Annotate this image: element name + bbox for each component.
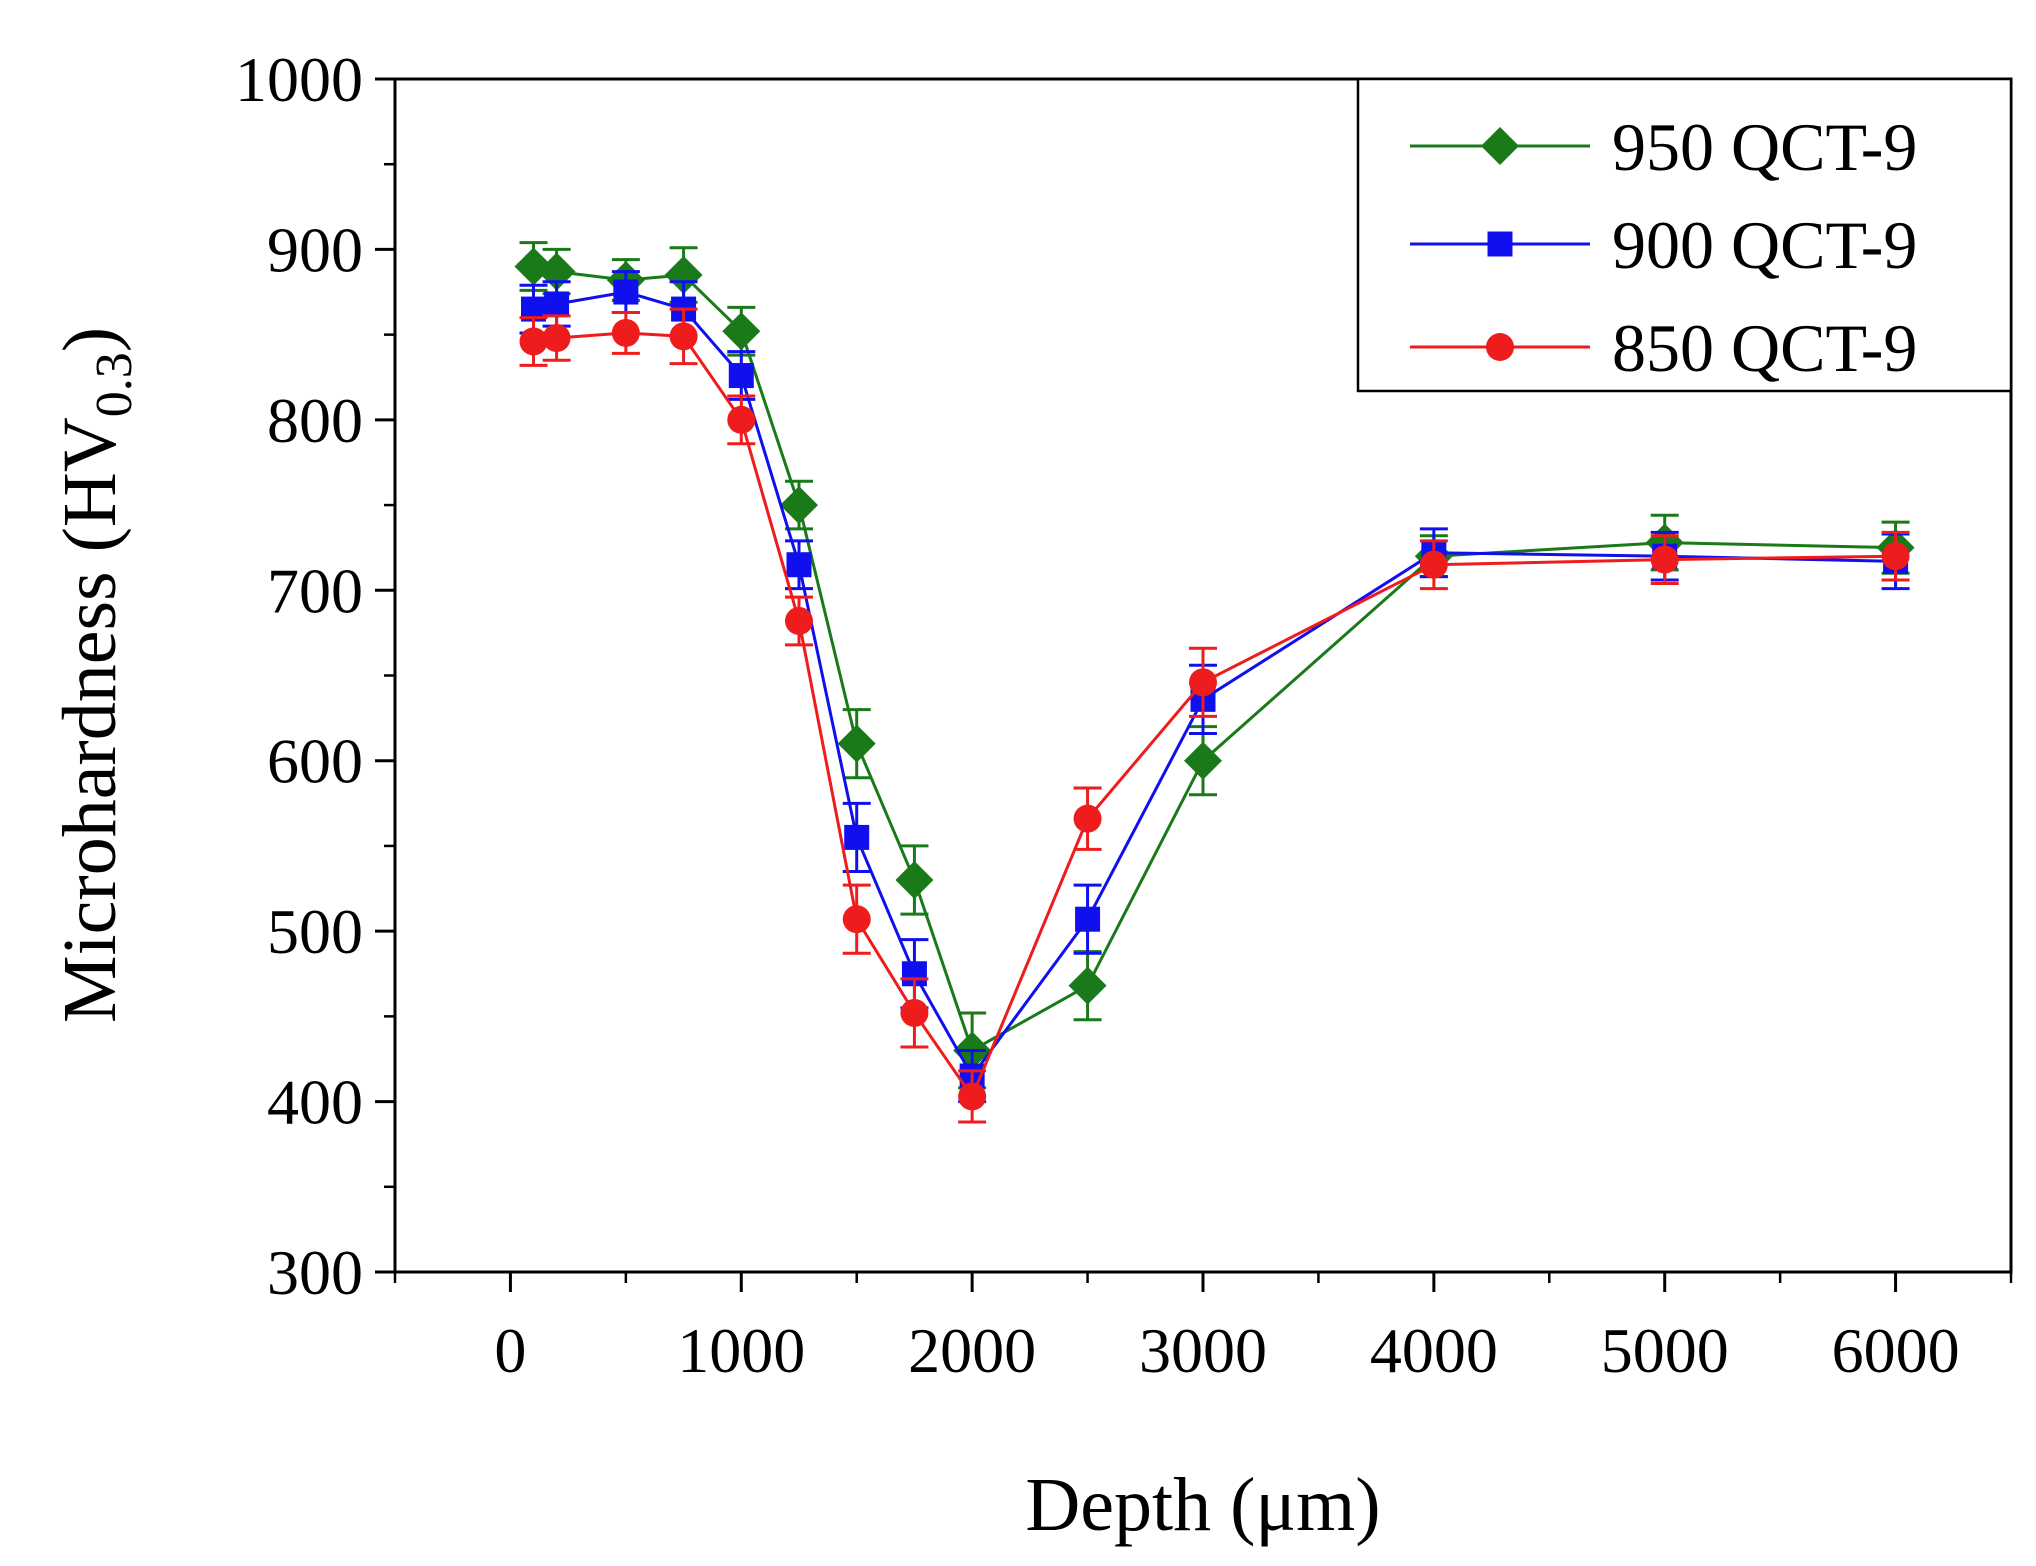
legend-label: 950 QCT-9	[1612, 109, 1917, 185]
y-tick-label: 800	[267, 385, 363, 456]
series-line	[533, 331, 1896, 1100]
data-point	[895, 861, 934, 900]
data-point	[1189, 668, 1217, 697]
y-tick-label: 600	[267, 726, 363, 797]
data-point	[842, 905, 871, 934]
y-tick-label: 900	[267, 214, 363, 285]
data-point	[519, 327, 548, 356]
y-tick-label: 1000	[235, 44, 363, 115]
data-point	[542, 324, 571, 353]
data-point	[1075, 906, 1101, 932]
data-point	[544, 291, 570, 317]
x-tick-label: 3000	[1139, 1315, 1267, 1386]
data-point	[669, 322, 698, 351]
x-tick-label: 1000	[677, 1315, 805, 1386]
data-point	[958, 1082, 987, 1111]
legend-marker	[1486, 333, 1514, 361]
data-point	[728, 363, 754, 389]
data-point	[1068, 966, 1107, 1005]
legend-label: 900 QCT-9	[1612, 207, 1917, 283]
data-point	[844, 824, 870, 850]
data-point	[664, 255, 703, 294]
legend-marker	[1487, 231, 1513, 257]
data-point	[786, 552, 812, 578]
data-point	[613, 279, 639, 305]
data-point	[785, 606, 813, 635]
series-circle	[519, 307, 1910, 1124]
legend-entry: 950 QCT-9	[1410, 109, 1917, 185]
data-point	[1073, 804, 1102, 833]
y-axis: 300 400 500 600 700 800 900 1000	[235, 44, 395, 1308]
legend-entries: 950 QCT-9 900 QCT-9 850 QCT-9	[1410, 109, 1917, 386]
data-point	[1184, 741, 1222, 780]
y-axis-label-close: )	[48, 327, 132, 352]
x-tick-label: 2000	[908, 1315, 1036, 1386]
data-point	[1419, 550, 1448, 579]
data-point	[837, 724, 876, 763]
data-point	[722, 312, 761, 351]
data-point	[780, 486, 818, 525]
legend-entry: 900 QCT-9	[1410, 207, 1917, 283]
x-tick-label: 0	[494, 1315, 526, 1386]
y-axis-label-main: Microhardness (HV	[48, 417, 132, 1023]
y-tick-label: 300	[267, 1237, 363, 1308]
x-tick-label: 5000	[1601, 1315, 1729, 1386]
legend-box	[1356, 77, 2013, 393]
data-point	[727, 405, 756, 434]
x-axis: 0 1000 2000 3000 4000 5000 6000	[393, 1272, 2013, 1386]
y-tick-label: 700	[267, 555, 363, 626]
legend-marker	[1481, 127, 1519, 165]
data-point	[611, 318, 640, 347]
x-tick-label: 4000	[1370, 1315, 1498, 1386]
data-point	[1881, 542, 1910, 571]
series-layer	[514, 241, 1915, 1124]
data-point	[900, 998, 929, 1027]
y-tick-label: 400	[267, 1067, 363, 1138]
y-tick-label: 500	[267, 896, 363, 967]
data-point	[1650, 545, 1679, 574]
x-tick-label: 6000	[1832, 1315, 1960, 1386]
legend-entry: 850 QCT-9	[1410, 310, 1917, 386]
legend: 950 QCT-9 900 QCT-9 850 QCT-9	[1356, 77, 2013, 393]
legend-label: 850 QCT-9	[1612, 310, 1917, 386]
y-axis-label: Microhardness (HV0.3)	[48, 327, 143, 1023]
x-axis-label: Depth (μm)	[1025, 1463, 1380, 1547]
y-axis-label-subscript: 0.3	[86, 352, 143, 417]
